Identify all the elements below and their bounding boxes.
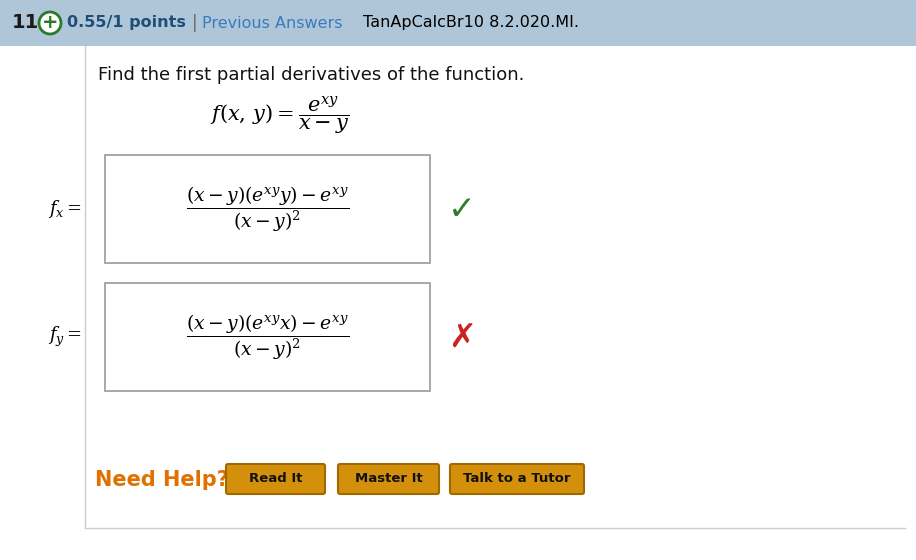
Text: 11.: 11. bbox=[12, 13, 47, 32]
Text: $\mathit{f(x,\, y)} = \dfrac{e^{xy}}{x - y}$: $\mathit{f(x,\, y)} = \dfrac{e^{xy}}{x -… bbox=[210, 94, 349, 136]
Text: $\dfrac{(x-y)\left(e^{xy}x\right)-e^{xy}}{(x-y)^{2}}$: $\dfrac{(x-y)\left(e^{xy}x\right)-e^{xy}… bbox=[186, 312, 349, 362]
Text: Previous Answers: Previous Answers bbox=[202, 16, 343, 30]
FancyBboxPatch shape bbox=[338, 464, 439, 494]
Circle shape bbox=[39, 12, 61, 34]
Text: ✓: ✓ bbox=[448, 193, 476, 226]
Text: ✗: ✗ bbox=[448, 320, 476, 353]
Text: +: + bbox=[42, 13, 59, 32]
Text: $f_x =$: $f_x =$ bbox=[48, 198, 82, 220]
FancyBboxPatch shape bbox=[226, 464, 325, 494]
Text: Find the first partial derivatives of the function.: Find the first partial derivatives of th… bbox=[98, 66, 524, 84]
Text: $\dfrac{(x-y)\left(e^{xy}y\right)-e^{xy}}{(x-y)^{2}}$: $\dfrac{(x-y)\left(e^{xy}y\right)-e^{xy}… bbox=[186, 184, 349, 234]
Text: $f_y =$: $f_y =$ bbox=[48, 325, 82, 349]
FancyBboxPatch shape bbox=[0, 46, 916, 560]
Text: Talk to a Tutor: Talk to a Tutor bbox=[463, 473, 571, 486]
FancyBboxPatch shape bbox=[0, 0, 916, 46]
Text: Master It: Master It bbox=[354, 473, 422, 486]
Text: TanApCalcBr10 8.2.020.MI.: TanApCalcBr10 8.2.020.MI. bbox=[363, 16, 579, 30]
Text: Read It: Read It bbox=[249, 473, 302, 486]
FancyBboxPatch shape bbox=[450, 464, 584, 494]
Text: |: | bbox=[192, 14, 198, 32]
Text: Need Help?: Need Help? bbox=[95, 470, 229, 490]
Text: 0.55/1 points: 0.55/1 points bbox=[67, 16, 186, 30]
FancyBboxPatch shape bbox=[105, 283, 430, 391]
FancyBboxPatch shape bbox=[105, 155, 430, 263]
